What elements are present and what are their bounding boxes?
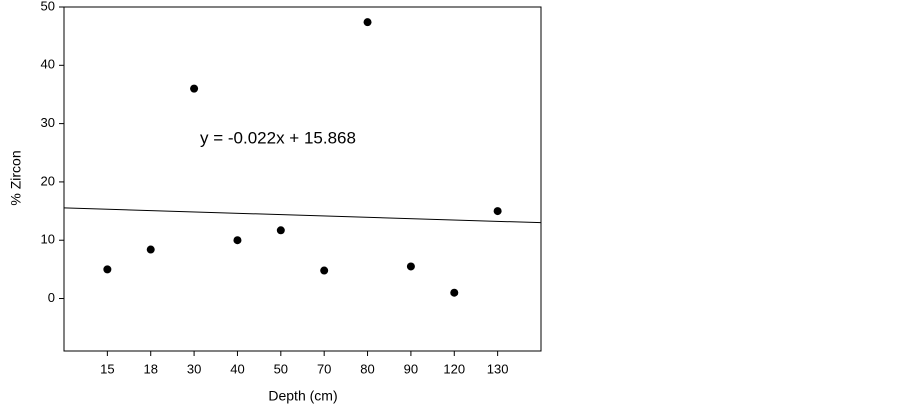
data-point — [146, 245, 155, 254]
data-point — [233, 236, 242, 245]
y-tick-label: 10 — [41, 232, 55, 247]
x-tick-label: 120 — [443, 361, 465, 376]
y-tick-label: 30 — [41, 115, 55, 130]
x-axis-label: Depth (cm) — [268, 388, 337, 404]
data-point — [363, 18, 372, 27]
y-tick-label: 40 — [41, 57, 55, 72]
data-point — [406, 262, 415, 271]
x-tick-label: 50 — [274, 361, 288, 376]
trendline-equation: y = -0.022x + 15.868 — [200, 128, 356, 147]
data-point — [276, 226, 285, 235]
x-tick-label: 30 — [187, 361, 201, 376]
x-tick-label: 70 — [317, 361, 331, 376]
plot-frame — [63, 6, 542, 352]
x-tick-label: 40 — [230, 361, 244, 376]
trendline — [63, 207, 542, 224]
x-tick-label: 18 — [143, 361, 157, 376]
data-point — [190, 84, 199, 93]
y-tick-label: 50 — [41, 0, 55, 13]
x-tick-label: 90 — [404, 361, 418, 376]
data-point — [450, 288, 459, 297]
y-tick-label: 20 — [41, 173, 55, 188]
data-point — [103, 265, 112, 274]
data-point — [493, 207, 502, 216]
y-tick-label: 0 — [48, 290, 55, 305]
data-point — [320, 266, 329, 275]
x-tick-label: 130 — [487, 361, 509, 376]
x-tick-label: 15 — [100, 361, 114, 376]
y-axis-label: % Zircon — [8, 150, 24, 205]
x-tick-label: 80 — [360, 361, 374, 376]
